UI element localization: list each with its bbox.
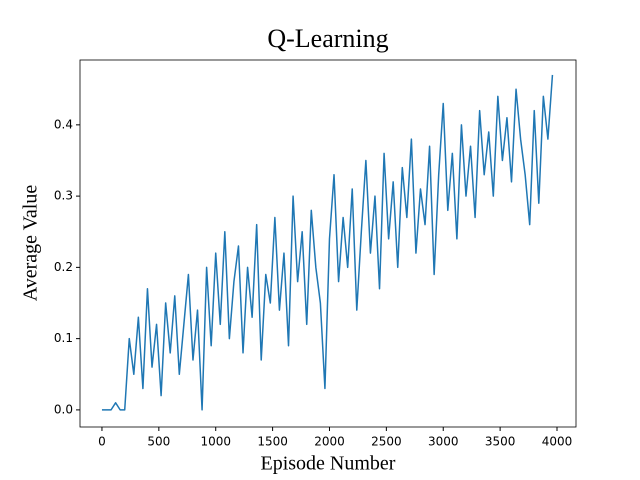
y-tick-label: 0.4 (54, 117, 73, 131)
x-tick-label: 1500 (257, 435, 288, 449)
x-tick-label: 0 (98, 435, 106, 449)
x-tick-label: 1000 (200, 435, 231, 449)
y-tick-label: 0.0 (54, 402, 73, 416)
x-axis-label: Episode Number (261, 453, 396, 475)
y-axis-label: Average Value (20, 185, 42, 302)
x-tick-label: 3500 (485, 435, 516, 449)
line-series (101, 74, 554, 411)
x-tick-label: 3000 (428, 435, 459, 449)
y-tick-label: 0.1 (54, 331, 73, 345)
axes-frame (79, 59, 577, 428)
y-tick-label: 0.2 (54, 260, 73, 274)
x-tick-label: 2500 (371, 435, 402, 449)
y-tick-label: 0.3 (54, 189, 73, 203)
x-tick-label: 2000 (314, 435, 345, 449)
x-tick-label: 4000 (542, 435, 573, 449)
x-tick-label: 500 (147, 435, 170, 449)
chart-title: Q-Learning (267, 24, 388, 53)
